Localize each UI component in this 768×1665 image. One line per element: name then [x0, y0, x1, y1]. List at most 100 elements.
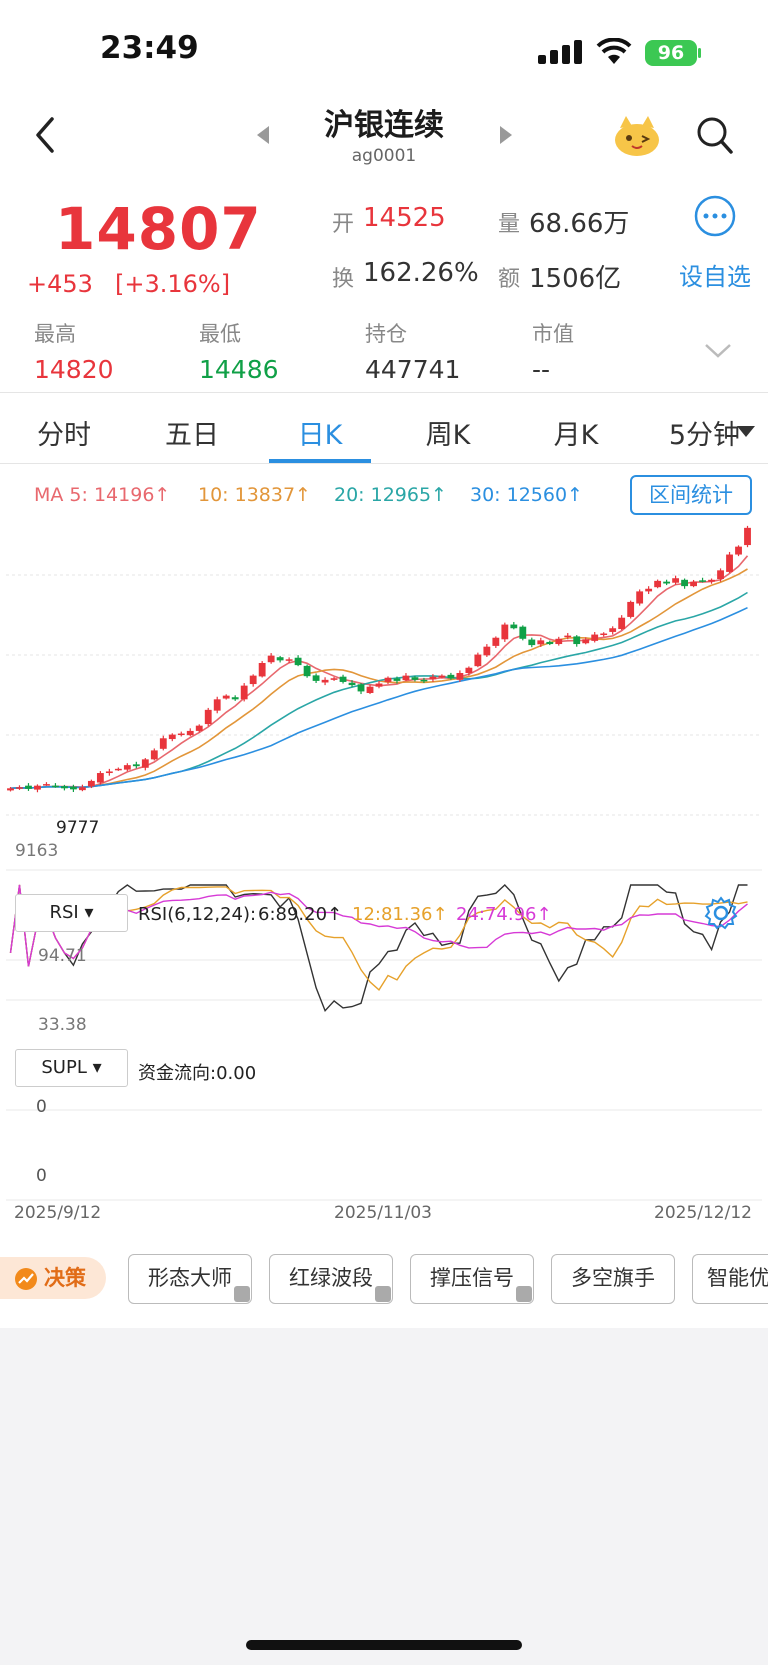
candle-body	[645, 588, 653, 592]
rsi24-line	[9, 884, 748, 967]
active-tab-indicator	[269, 459, 371, 463]
kline-chart[interactable]: 15089 9163 14820 9777 94.71 33.38 0 0 20…	[0, 520, 768, 1280]
candle-body	[34, 785, 41, 790]
ma30-legend: 30: 12560↑	[470, 484, 583, 506]
pattern-master-label: 形态大师	[148, 1266, 232, 1290]
ma10-legend: 10: 13837↑	[198, 484, 311, 506]
next-contract-icon[interactable]	[498, 124, 514, 146]
candle-body	[744, 527, 751, 546]
candle-body	[321, 679, 329, 683]
add-favorite-button[interactable]: 设自选	[679, 263, 751, 291]
candle-body	[600, 633, 608, 636]
back-icon[interactable]	[30, 115, 60, 155]
period-tabs: 分时 五日 日K 周K 月K 5分钟	[0, 392, 768, 464]
bull-bear-label: 多空旗手	[571, 1266, 655, 1290]
candle-body	[222, 695, 230, 699]
candle-body	[249, 675, 257, 685]
support-resistance-label: 撑压信号	[430, 1266, 514, 1290]
candle-body	[393, 678, 401, 681]
candle-body	[609, 628, 617, 632]
low-value: 14486	[199, 355, 279, 384]
ma20-line	[10, 591, 748, 790]
red-green-band-label: 红绿波段	[289, 1266, 373, 1290]
prev-contract-icon[interactable]	[255, 124, 271, 146]
candle-body	[663, 581, 671, 584]
candle-body	[7, 788, 14, 791]
mascot-icon[interactable]	[612, 112, 662, 158]
candle-body	[267, 655, 275, 663]
candle-body	[195, 725, 203, 731]
tab-monthly-k[interactable]: 月K	[553, 420, 599, 451]
candle-body	[285, 659, 293, 661]
rsi-max-label: 94.71	[38, 946, 87, 966]
wifi-icon	[596, 38, 632, 64]
candle-body	[25, 785, 32, 789]
turnover-label: 换	[332, 267, 355, 292]
low-label: 最低	[199, 322, 241, 346]
support-resistance-button[interactable]: 撑压信号	[410, 1254, 534, 1304]
bull-bear-button[interactable]: 多空旗手	[551, 1254, 675, 1304]
turnover-value: 162.26%	[363, 258, 479, 288]
amount-value: 1506亿	[529, 264, 622, 294]
home-indicator[interactable]	[246, 1640, 522, 1650]
tab-five-day[interactable]: 五日	[165, 420, 219, 451]
candle-body	[61, 786, 68, 789]
candle-body	[384, 677, 392, 682]
tab-daily-k[interactable]: 日K	[297, 420, 343, 451]
settings-gear-icon[interactable]	[704, 896, 738, 930]
rsi-selector-button[interactable]: RSI ▾	[15, 894, 128, 932]
battery-indicator: 96	[645, 40, 697, 66]
lock-icon	[516, 1286, 532, 1302]
candle-body	[555, 638, 563, 645]
candle-body	[735, 546, 742, 555]
candle-body	[672, 578, 680, 583]
candle-body	[627, 601, 635, 617]
candle-body	[339, 676, 347, 682]
supl-bottom-label: 0	[36, 1166, 47, 1186]
candle-body	[150, 750, 158, 760]
lock-icon	[234, 1286, 250, 1302]
candle-body	[708, 579, 715, 582]
range-stats-button[interactable]: 区间统计	[630, 475, 752, 515]
supl-top-label: 0	[36, 1097, 47, 1117]
lock-icon	[375, 1286, 391, 1302]
candle-body	[258, 662, 266, 677]
candle-body	[402, 675, 410, 681]
status-time: 23:49	[100, 30, 199, 66]
fund-flow-legend: 资金流向:0.00	[138, 1063, 257, 1084]
candle-body	[366, 686, 374, 694]
candle-body	[483, 646, 491, 656]
candle-body	[231, 697, 239, 700]
candle-body	[204, 709, 212, 725]
supl-selector-button[interactable]: SUPL ▾	[15, 1049, 128, 1087]
more-icon[interactable]	[694, 195, 736, 237]
rsi-selector-label: RSI	[49, 902, 79, 923]
expand-chevron-icon[interactable]	[704, 342, 732, 360]
candle-body	[177, 733, 185, 736]
open-interest-value: 447741	[365, 355, 461, 384]
dropdown-icon[interactable]	[736, 425, 756, 439]
open-interest-label: 持仓	[365, 322, 407, 346]
candle-body	[168, 734, 176, 740]
volume-label: 量	[498, 212, 521, 237]
candle-body	[312, 675, 320, 681]
y-min-label: 9163	[15, 841, 58, 861]
tab-weekly-k[interactable]: 周K	[425, 420, 471, 451]
tab-five-minute[interactable]: 5分钟	[668, 420, 740, 451]
ma5-legend: MA 5: 14196↑	[34, 484, 171, 506]
pattern-master-button[interactable]: 形态大师	[128, 1254, 252, 1304]
candle-body	[159, 738, 167, 749]
market-value-label: 市值	[532, 322, 574, 346]
rsi12-legend: 12:81.36↑	[352, 904, 448, 925]
candle-body	[690, 581, 697, 587]
candle-body	[96, 773, 104, 783]
tab-intraday[interactable]: 分时	[37, 420, 91, 451]
search-icon[interactable]	[696, 116, 734, 156]
candle-body	[618, 617, 626, 630]
candle-body	[411, 677, 419, 680]
candle-body	[456, 673, 464, 680]
red-green-band-button[interactable]: 红绿波段	[269, 1254, 393, 1304]
candle-body	[717, 570, 724, 580]
smart-button[interactable]: 智能优	[692, 1254, 768, 1304]
volume-value: 68.66万	[529, 209, 630, 239]
